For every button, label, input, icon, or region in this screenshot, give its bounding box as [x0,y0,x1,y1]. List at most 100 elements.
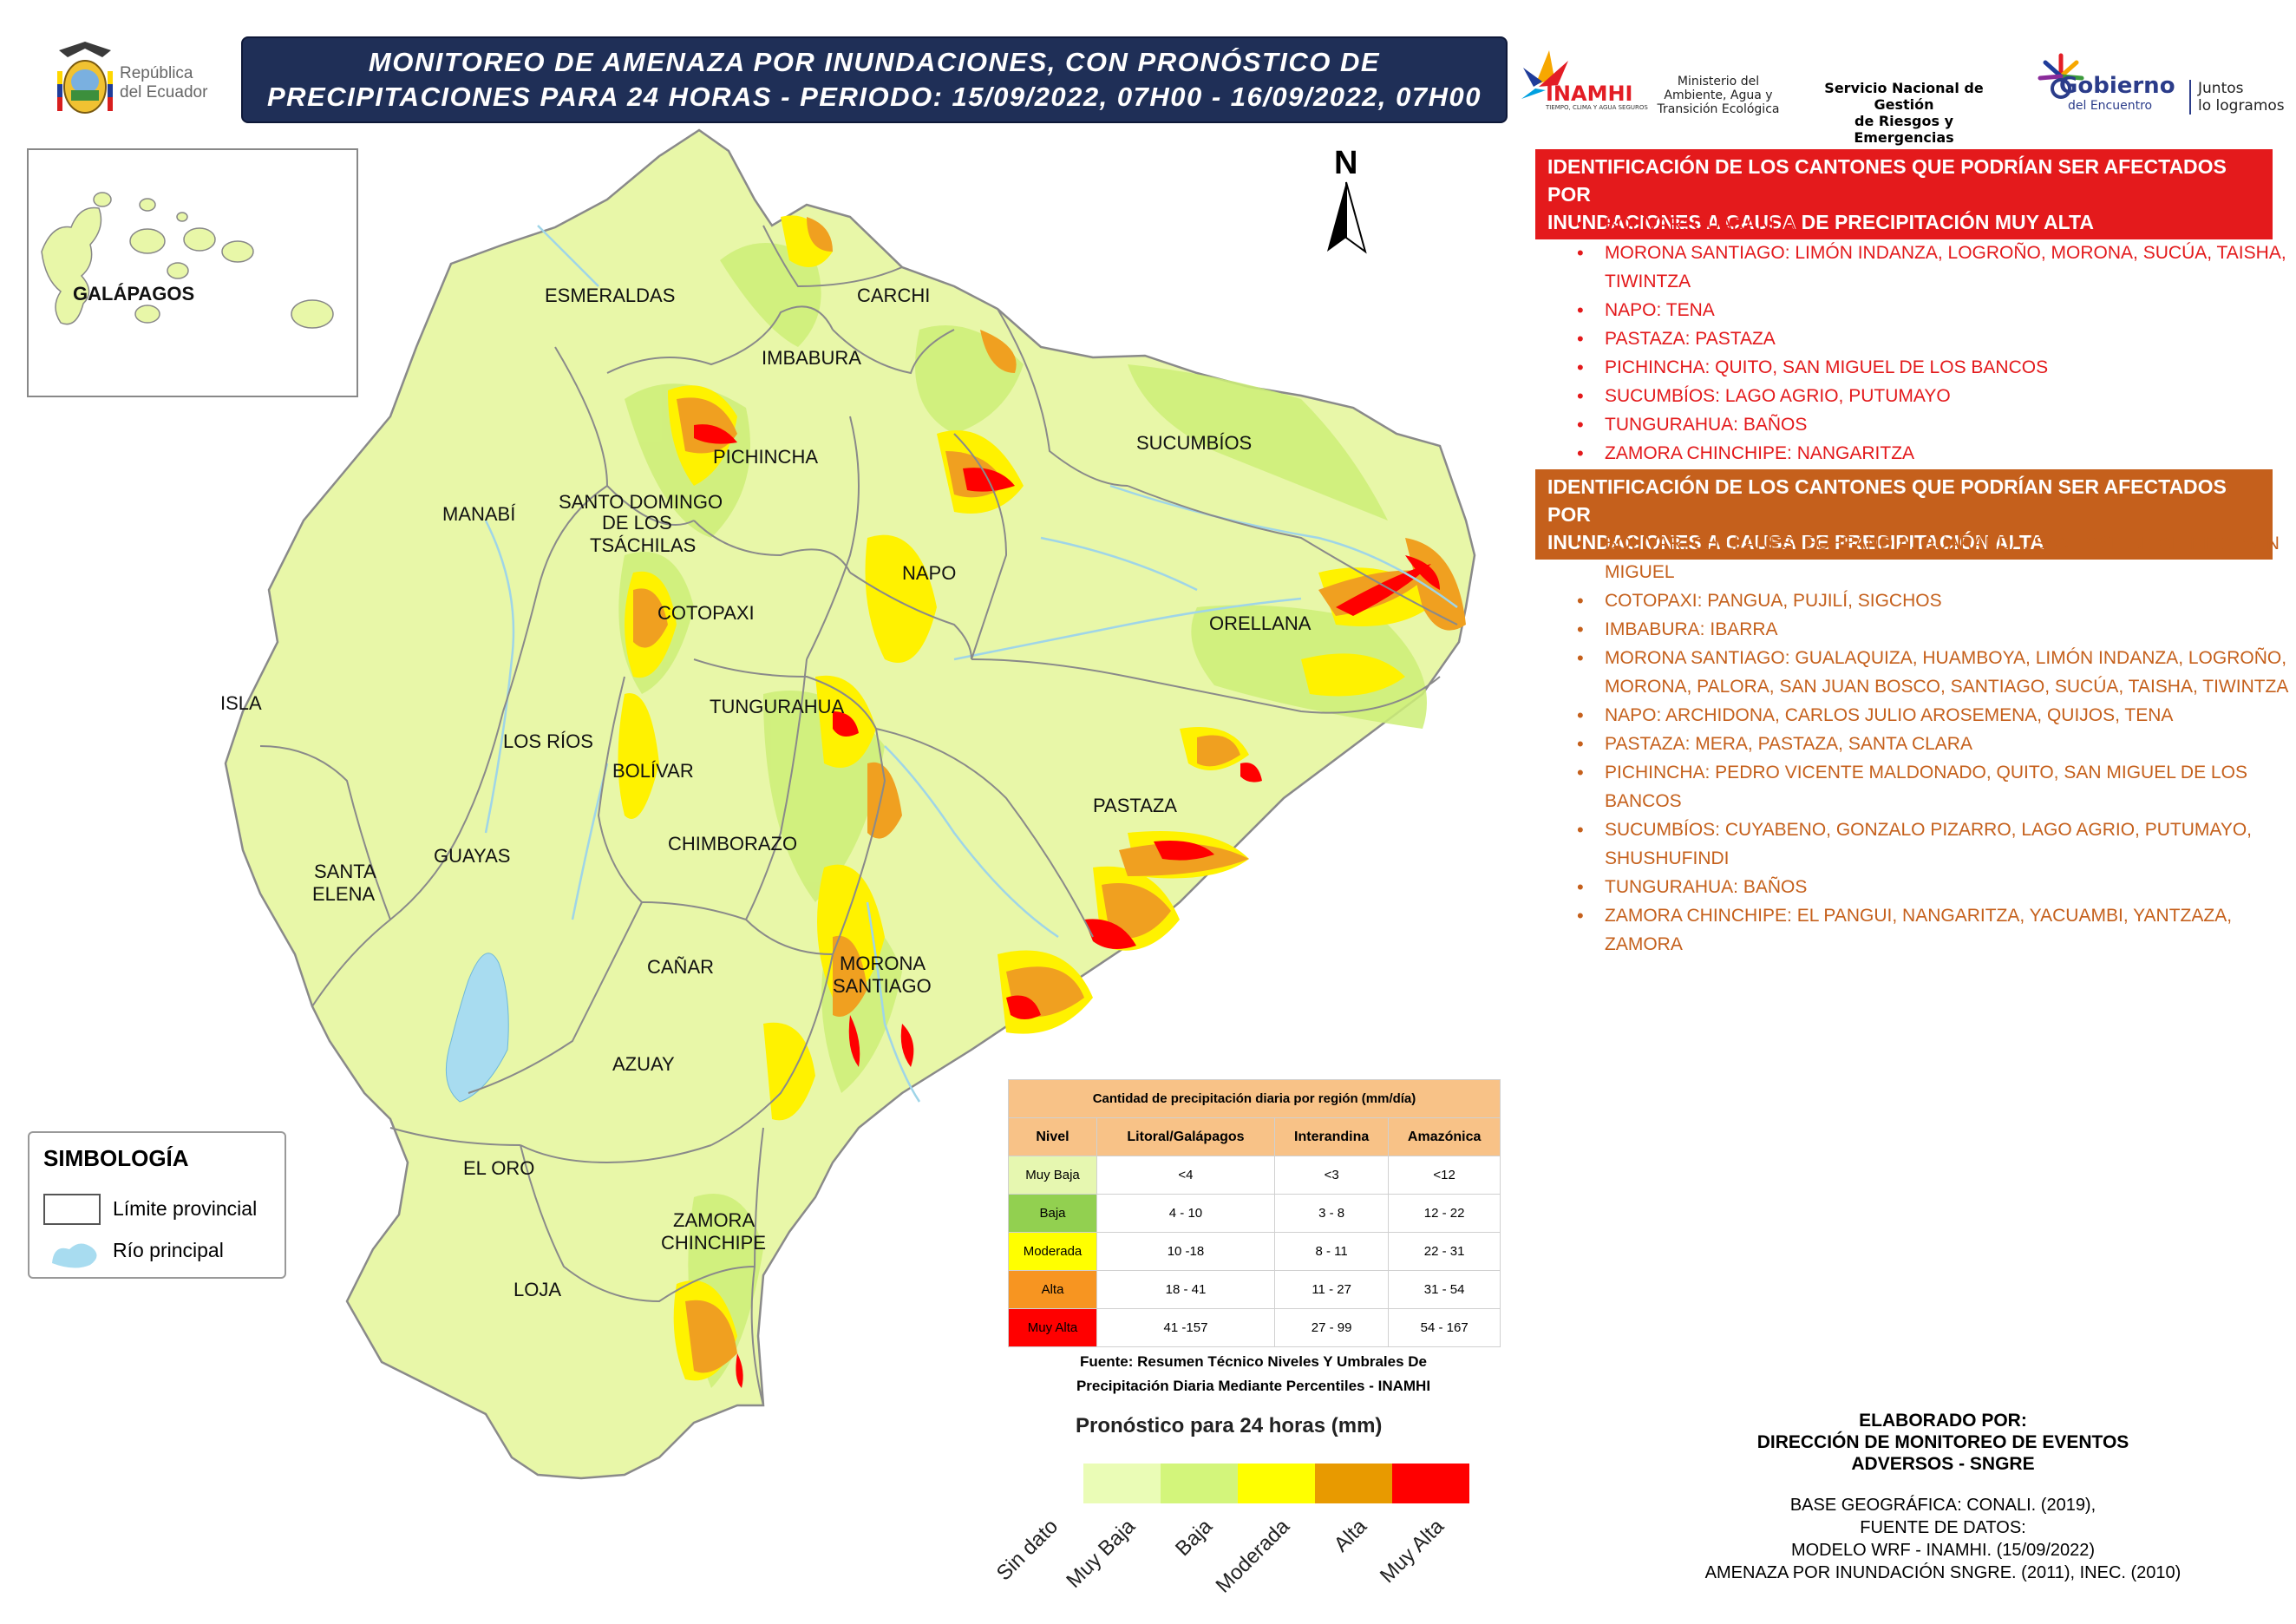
list-item: PASTAZA: MERA, PASTAZA, SANTA CLARA [1577,730,2296,758]
galapagos-inset: GALÁPAGOS [27,148,358,397]
label-morona-santiago-2: SANTIAGO [833,975,932,997]
litoral-cell: 41 -157 [1096,1308,1275,1347]
list-item: NAPO: TENA [1577,296,2296,324]
list-item: NAPO: ARCHIDONA, CARLOS JULIO AROSEMENA,… [1577,701,2296,730]
sngre-logo: Servicio Nacional de Gestión de Riesgos … [1822,80,1986,146]
title-line1: MONITOREO DE AMENAZA POR INUNDACIONES, C… [368,47,1381,77]
table-row: Muy Baja <4 <3 <12 [1008,1156,1501,1195]
republica-del-ecuador-label: República del Ecuador [120,64,207,102]
table-row: Baja 4 - 10 3 - 8 12 - 22 [1008,1194,1501,1233]
list-item: PICHINCHA: QUITO, SAN MIGUEL DE LOS BANC… [1577,353,2296,382]
label-azuay: AZUAY [612,1053,675,1075]
provincial-boundary-swatch [43,1194,101,1225]
list-item: TUNGURAHUA: BAÑOS [1577,410,2296,439]
label-zamora-chinchipe-1: ZAMORA [673,1209,755,1231]
isabela-island [41,206,102,325]
list-item: SUCUMBÍOS: CUYABENO, GONZALO PIZARRO, LA… [1577,815,2296,873]
elaborado-line2: DIRECCIÓN DE MONITOREO DE EVENTOS [1756,1432,2129,1452]
label-canar: CAÑAR [647,956,714,978]
label-guayas: GUAYAS [434,845,510,867]
provincial-boundaries [259,225,1458,1406]
fuente-line2: Precipitación Diaria Mediante Percentile… [1076,1378,1431,1394]
level-cell: Muy Alta [1008,1308,1097,1347]
river-swatch-icon [52,1243,97,1268]
litoral-cell: 10 -18 [1096,1232,1275,1271]
label-sucumbios: SUCUMBÍOS [1136,432,1252,454]
label-napo: NAPO [902,562,956,584]
label-tungurahua: TUNGURAHUA [710,696,845,717]
gobierno-encuentro-logo-icon [2038,53,2084,99]
list-item: BOLÍVAR: GUARANDA [1577,210,2296,239]
interandina-cell: 27 - 99 [1273,1308,1390,1347]
label-loja: LOJA [513,1279,561,1300]
label-santo-domingo-2: DE LOS [602,512,672,534]
map-title-banner: MONITOREO DE AMENAZA POR INUNDACIONES, C… [241,36,1508,123]
interandina-cell: 11 - 27 [1273,1270,1390,1309]
label-santa-elena-2: ELENA [312,883,375,905]
level-cell: Moderada [1008,1232,1097,1271]
elaborado-line3: ADVERSOS - SNGRE [1851,1454,2035,1474]
sngre-line2: de Riesgos y Emergencias [1854,113,1954,146]
inamhi-logo-subtext: TIEMPO, CLIMA Y AGUA SEGUROS [1546,104,1648,111]
interandina-cell: 8 - 11 [1273,1232,1390,1271]
elaborado-por: ELABORADO POR: DIRECCIÓN DE MONITOREO DE… [1648,1410,2238,1475]
col-header-litoral: Litoral/Galápagos [1096,1117,1275,1156]
forecast-swatch [1238,1464,1315,1503]
muy-alta-cantones-list: BOLÍVAR: GUARANDA MORONA SANTIAGO: LIMÓN… [1577,210,2296,468]
galapagos-label: GALÁPAGOS [73,283,194,304]
list-item: PICHINCHA: PEDRO VICENTE MALDONADO, QUIT… [1577,758,2296,815]
label-isla: ISLA [220,692,262,714]
label-cotopaxi: COTOPAXI [657,602,755,624]
north-label: N [1334,145,1357,181]
muy-alta-areas [694,424,1440,1388]
elaborado-line1: ELABORADO POR: [1859,1411,2027,1431]
list-item: TUNGURAHUA: BAÑOS [1577,873,2296,901]
ecuador-coat-of-arms-icon [57,42,113,114]
table-body: Muy Baja <4 <3 <12 Baja 4 - 10 3 - 8 12 - 22 Mod… [1008,1156,1501,1347]
table-caption: Cantidad de precipitación diaria por reg… [1008,1079,1501,1118]
base-line2: FUENTE DE DATOS: [1860,1518,2026,1537]
juntos-line2: lo logramos [2198,97,2285,115]
label-pichincha: PICHINCHA [713,446,818,468]
forecast-swatch [1392,1464,1469,1503]
label-santo-domingo-3: TSÁCHILAS [590,534,696,556]
label-bolivar: BOLÍVAR [612,760,694,782]
list-item: PASTAZA: PASTAZA [1577,324,2296,353]
list-item: SUCUMBÍOS: LAGO AGRIO, PUTUMAYO [1577,382,2296,410]
amazonica-cell: <12 [1388,1156,1501,1195]
amazonica-cell: 22 - 31 [1388,1232,1501,1271]
north-arrow-icon: N [1327,145,1367,254]
symbology-title: SIMBOLOGÍA [43,1145,189,1171]
republica-line2: del Ecuador [120,83,208,102]
label-santo-domingo-1: SANTO DOMINGO [559,491,723,513]
ministerio-line1: Ministerio del [1677,75,1760,88]
table-row: Muy Alta 41 -157 27 - 99 54 - 167 [1008,1308,1501,1347]
label-zamora-chinchipe-2: CHINCHIPE [661,1232,766,1254]
gobierno-logo-subtext: del Encuentro [2068,99,2153,113]
interandina-cell: 3 - 8 [1273,1194,1390,1233]
label-los-rios: LOS RÍOS [503,730,593,752]
inamhi-logo-icon [1521,50,1568,99]
main-rivers [484,225,1458,1103]
inamhi-logo-text: INAMHI [1546,82,1633,106]
amazonica-cell: 12 - 22 [1388,1194,1501,1233]
juntos-line1: Juntos [2198,80,2244,97]
amazonica-cell: 54 - 167 [1388,1308,1501,1347]
river-label: Río principal [113,1239,224,1261]
base-line1: BASE GEOGRÁFICA: CONALI. (2019), [1789,1496,2096,1515]
table-row: Alta 18 - 41 11 - 27 31 - 54 [1008,1270,1501,1309]
gobierno-logo-text: Gobierno [2059,73,2175,99]
label-chimborazo: CHIMBORAZO [668,833,797,855]
list-item: BOLÍVAR: CHILLANES, ECHEANDÍA, GUARANDA,… [1577,529,2296,586]
ministerio-line2: Ambiente, Agua y [1664,88,1773,102]
precipitation-thresholds-table: Cantidad de precipitación diaria por reg… [1008,1079,1501,1347]
list-item: MORONA SANTIAGO: GUALAQUIZA, HUAMBOYA, L… [1577,644,2296,701]
litoral-cell: 4 - 10 [1096,1194,1275,1233]
base-line3: MODELO WRF - INAMHI. (15/09/2022) [1790,1541,2096,1560]
label-manabi: MANABÍ [442,503,516,525]
list-item: IMBABURA: IBARRA [1577,615,2296,644]
symbology-legend: SIMBOLOGÍA Límite provincial Río princip… [28,1131,286,1279]
forecast-swatch [1083,1464,1161,1503]
alta-cantones-list: BOLÍVAR: CHILLANES, ECHEANDÍA, GUARANDA,… [1577,529,2296,959]
